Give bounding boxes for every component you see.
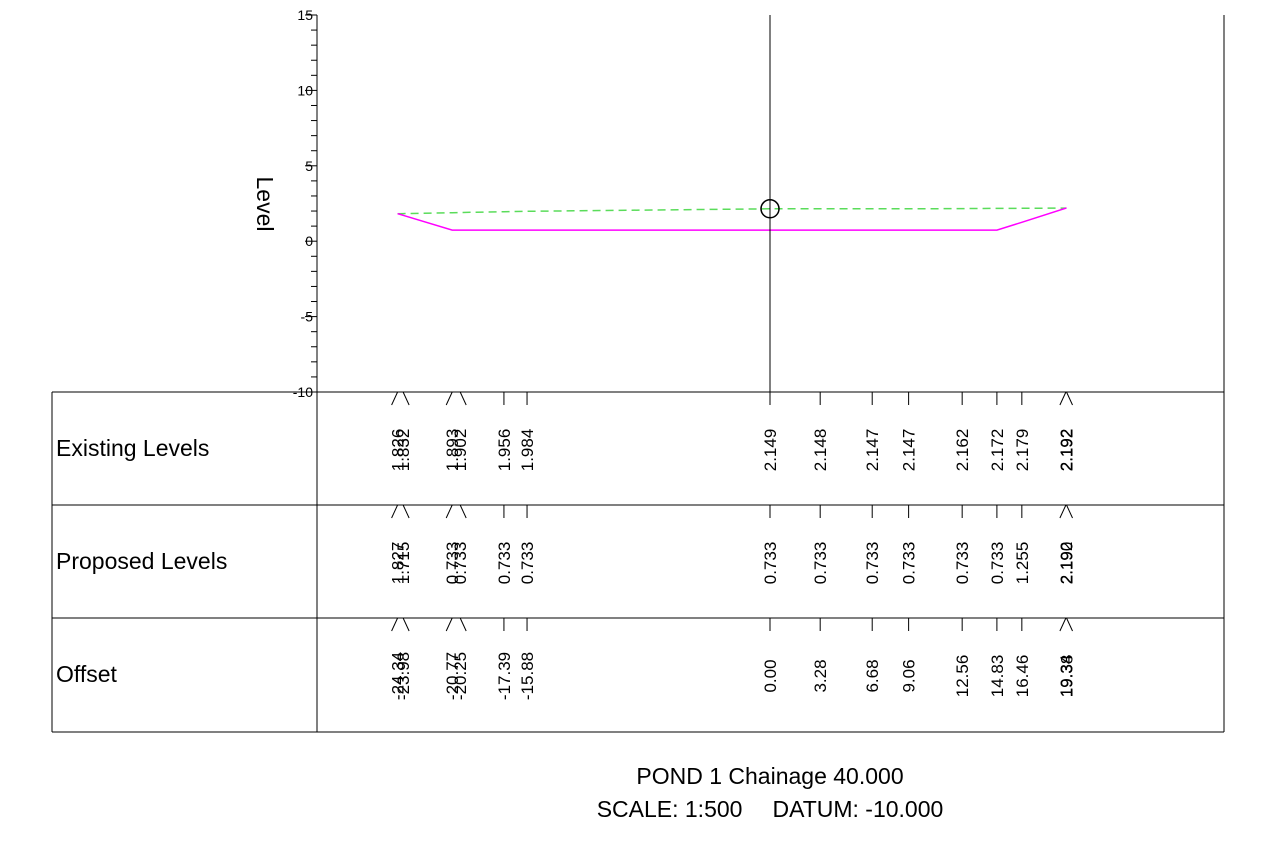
cell-existing-levels: 1.984 [518,429,537,472]
cell-existing-levels: 2.147 [900,429,919,472]
cell-existing-levels: 1.902 [451,429,470,472]
cell-proposed-levels: 0.733 [443,542,462,585]
offset-tick [459,504,467,519]
cell-offset: -23.98 [394,652,413,700]
offset-tick [1066,391,1073,406]
scale-label: SCALE: 1:500 [596,796,743,822]
series-layer [397,207,1067,231]
row-label-existing-levels: Existing Levels [56,435,209,461]
cell-existing-levels: 2.148 [811,429,830,472]
offset-tick [402,391,410,406]
offset-tick [445,617,453,632]
offset-tick [445,391,453,406]
cell-existing-levels: 2.149 [761,429,780,472]
cell-proposed-levels: 0.733 [518,542,537,585]
offset-tick [1059,617,1067,632]
cell-offset: -17.39 [495,652,514,700]
cell-offset: 0.00 [761,659,780,692]
cell-offset: -20.77 [443,652,462,700]
row-label-offset: Offset [56,661,118,687]
cell-proposed-levels: 1.715 [394,542,413,585]
cell-offset: 14.83 [988,655,1007,698]
cell-proposed-levels: 0.733 [863,542,882,585]
chart-subtitle: SCALE: 1:500 DATUM: -10.000 [520,796,1020,823]
y-axis-label: Level [252,177,278,232]
offset-tick [459,391,467,406]
cell-offset: 9.06 [900,659,919,692]
cell-proposed-levels: 1.255 [1013,542,1032,585]
centerline [760,15,780,392]
cell-proposed-levels: 0.733 [451,542,470,585]
cell-offset: 19.38 [1058,655,1077,698]
cell-proposed-levels: 0.733 [761,542,780,585]
offset-tick [1059,504,1067,519]
offset-tick [402,617,410,632]
proposed-level-line [397,207,1067,231]
y-tick-label: 10 [297,82,313,98]
offset-tick [402,504,410,519]
cell-offset: 16.46 [1013,655,1032,698]
y-tick-label: -5 [301,309,314,325]
offset-tick [391,617,399,632]
cell-proposed-levels: 0.733 [988,542,1007,585]
row-label-proposed-levels: Proposed Levels [56,548,227,574]
cell-offset: 19.34 [1057,655,1076,698]
cell-offset: -20.25 [451,652,470,700]
offset-tick [1066,504,1073,519]
cell-offset: 6.68 [863,659,882,692]
cell-existing-levels: 1.826 [389,429,408,472]
cell-proposed-levels: 0.733 [900,542,919,585]
cell-proposed-levels: 0.733 [953,542,972,585]
cell-offset: 12.56 [953,655,972,698]
centerline-marker [760,199,780,219]
cell-existing-levels: 2.192 [1058,429,1077,472]
y-tick-label: 5 [305,158,313,174]
offset-tick [1059,391,1067,406]
offset-tick [445,504,453,519]
offset-tick [1066,617,1073,632]
offset-tick [391,391,399,406]
cell-existing-levels: 2.147 [863,429,882,472]
chart-title: POND 1 Chainage 40.000 [636,763,904,789]
y-tick-label: 0 [305,233,313,249]
cell-existing-levels: 1.956 [495,429,514,472]
cell-proposed-levels: 2.192 [1057,542,1076,585]
cell-proposed-levels: 0.733 [811,542,830,585]
cell-existing-levels: 1.893 [443,429,462,472]
cell-offset: -15.88 [518,652,537,700]
offset-tick [391,504,399,519]
cell-offset: 3.28 [811,659,830,692]
cell-existing-levels: 2.162 [953,429,972,472]
datum-label: DATUM: -10.000 [772,796,944,822]
y-tick-label: 15 [297,7,313,23]
cell-existing-levels: 2.192 [1057,429,1076,472]
existing-level-line [397,207,1067,215]
offset-tick [459,617,467,632]
cell-proposed-levels: 1.827 [389,542,408,585]
cell-offset: -24.34 [389,652,408,700]
cell-existing-levels: 2.179 [1013,429,1032,472]
cell-existing-levels: 1.832 [394,429,413,472]
cell-proposed-levels: 0.733 [495,542,514,585]
cell-existing-levels: 2.172 [988,429,1007,472]
cell-proposed-levels: 2.190 [1058,542,1077,585]
